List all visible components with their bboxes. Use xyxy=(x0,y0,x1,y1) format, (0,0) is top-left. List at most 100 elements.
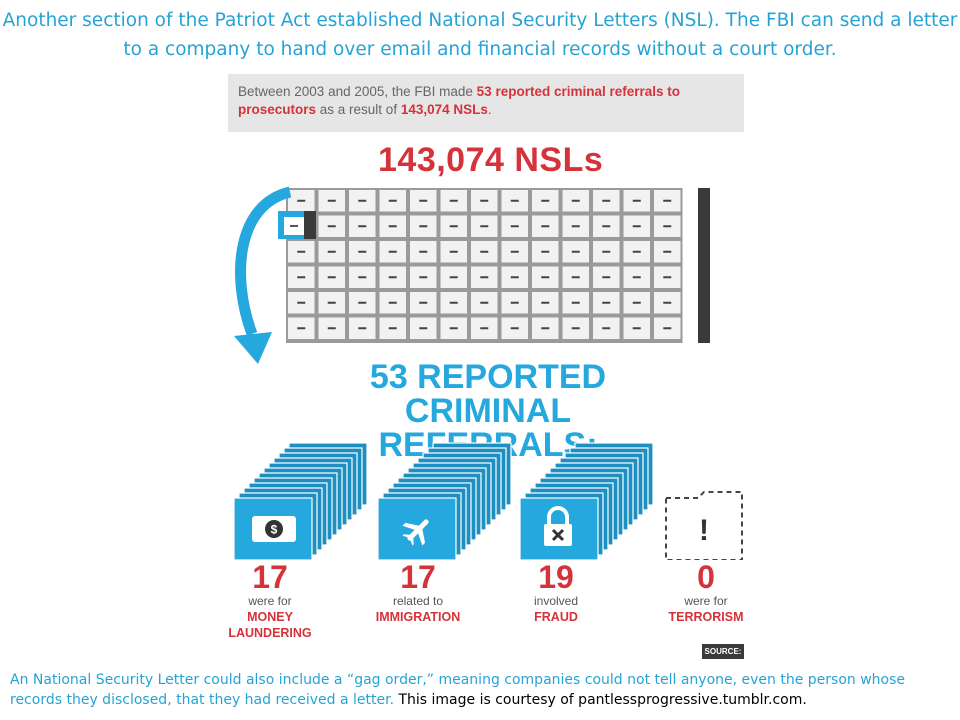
drawer-handle xyxy=(571,199,580,202)
drawer-handle xyxy=(571,250,580,253)
drawer-handle xyxy=(449,276,458,279)
drawer-handle xyxy=(297,301,306,304)
drawer-handle xyxy=(297,199,306,202)
drawer-handle xyxy=(297,250,306,253)
drawer-handle xyxy=(510,276,519,279)
drawer-handle xyxy=(297,327,306,330)
intro-highlight-referrals: 53 reported criminal referrals to prosec… xyxy=(238,84,681,117)
pulled-drawer-side xyxy=(304,211,316,239)
intro-text: as a result of xyxy=(316,102,401,117)
intro-box: Between 2003 and 2005, the FBI made 53 r… xyxy=(228,74,744,132)
drawer-handle xyxy=(419,327,428,330)
drawer-handle xyxy=(449,327,458,330)
pulled-drawer-handle xyxy=(290,225,298,227)
drawer-handle xyxy=(388,225,397,228)
folder-stacks: $ ! xyxy=(233,442,743,560)
drawer-handle xyxy=(419,250,428,253)
drawer-handle xyxy=(327,225,336,228)
drawer-handle xyxy=(449,301,458,304)
drawer-handle xyxy=(541,276,550,279)
drawer-handle xyxy=(663,301,672,304)
stat-desc: involved xyxy=(533,594,579,608)
drawer-handle xyxy=(388,199,397,202)
drawer-handle xyxy=(419,301,428,304)
drawer-handle xyxy=(358,199,367,202)
drawer-handle xyxy=(663,199,672,202)
stat-category: IMMIGRATION xyxy=(375,610,461,624)
drawer-handle xyxy=(541,199,550,202)
drawer-handle xyxy=(663,327,672,330)
drawer-handle xyxy=(480,327,489,330)
drawer-handle xyxy=(358,225,367,228)
stat-number: 0 xyxy=(697,559,715,595)
drawer-handle xyxy=(449,225,458,228)
drawer-handle xyxy=(480,301,489,304)
empty-folder-icon: ! xyxy=(665,491,743,560)
lock-icon xyxy=(544,506,572,546)
stat-desc: related to xyxy=(392,594,444,608)
drawer-handle xyxy=(632,276,641,279)
svg-text:$: $ xyxy=(271,523,278,537)
airplane-icon xyxy=(402,519,429,546)
drawer-handle xyxy=(510,327,519,330)
cabinet-side-panel xyxy=(698,188,710,343)
drawer-handle xyxy=(602,199,611,202)
drawer-handle xyxy=(632,199,641,202)
drawer-handle xyxy=(327,301,336,304)
intro-text: . xyxy=(487,102,492,117)
drawer-handle xyxy=(602,250,611,253)
drawer-handle xyxy=(358,327,367,330)
drawer-handle xyxy=(541,225,550,228)
nsl-total-heading: 143,074 NSLs xyxy=(378,141,604,179)
file-cabinet-graphic xyxy=(278,188,710,343)
drawer-handle xyxy=(602,301,611,304)
stat-category: LAUNDERING xyxy=(228,626,312,640)
source-tag: SOURCE: 5 xyxy=(702,644,744,671)
drawer-handle xyxy=(419,225,428,228)
dollar-icon: $ xyxy=(252,516,296,542)
stat-fraud: 19 involved FRAUD xyxy=(496,560,616,625)
drawer-handle xyxy=(510,301,519,304)
drawer-handle xyxy=(327,327,336,330)
fraud-folder-stack xyxy=(519,442,654,560)
immigration-folder-stack xyxy=(377,442,512,560)
drawer-handle xyxy=(327,276,336,279)
drawer-handle xyxy=(602,327,611,330)
drawer-handle xyxy=(388,327,397,330)
drawer-handle xyxy=(632,250,641,253)
drawer-handle xyxy=(449,199,458,202)
drawer-handle xyxy=(541,250,550,253)
footer-caption: An National Security Letter could also i… xyxy=(10,670,950,710)
referrals-heading-line1: 53 REPORTED xyxy=(369,358,607,396)
drawer-handle xyxy=(358,276,367,279)
drawer-handle xyxy=(541,327,550,330)
drawer-handle xyxy=(388,276,397,279)
drawer-handle xyxy=(663,250,672,253)
exclamation-icon: ! xyxy=(699,514,709,547)
credit-text: This image is courtesy of pantlessprogre… xyxy=(394,692,807,708)
stat-number: 17 xyxy=(400,559,436,595)
drawer-handle xyxy=(632,301,641,304)
drawer-handle xyxy=(602,276,611,279)
drawer-handle xyxy=(632,327,641,330)
drawer-handle xyxy=(571,225,580,228)
cabinet-body xyxy=(286,188,683,343)
drawer-handle xyxy=(297,276,306,279)
drawer-handle xyxy=(388,250,397,253)
drawer-handle xyxy=(449,250,458,253)
intro-highlight-nsls: 143,074 NSLs xyxy=(400,102,488,117)
stat-desc: were for xyxy=(684,594,728,608)
drawer-handle xyxy=(510,199,519,202)
drawer-handle xyxy=(571,327,580,330)
stat-desc: were for xyxy=(248,594,292,608)
drawer-handle xyxy=(480,276,489,279)
drawer-handle xyxy=(571,276,580,279)
slide-title: Another section of the Patriot Act estab… xyxy=(2,10,958,60)
cabinet-drawer-grid xyxy=(286,188,683,343)
stat-number: 19 xyxy=(538,559,574,595)
nsl-infographic: Between 2003 and 2005, the FBI made 53 r… xyxy=(228,74,746,671)
money-folder-stack xyxy=(233,442,368,560)
stat-number: 17 xyxy=(252,559,288,595)
caption-text: An National Security Letter could also i… xyxy=(10,672,906,708)
drawer-handle xyxy=(327,250,336,253)
